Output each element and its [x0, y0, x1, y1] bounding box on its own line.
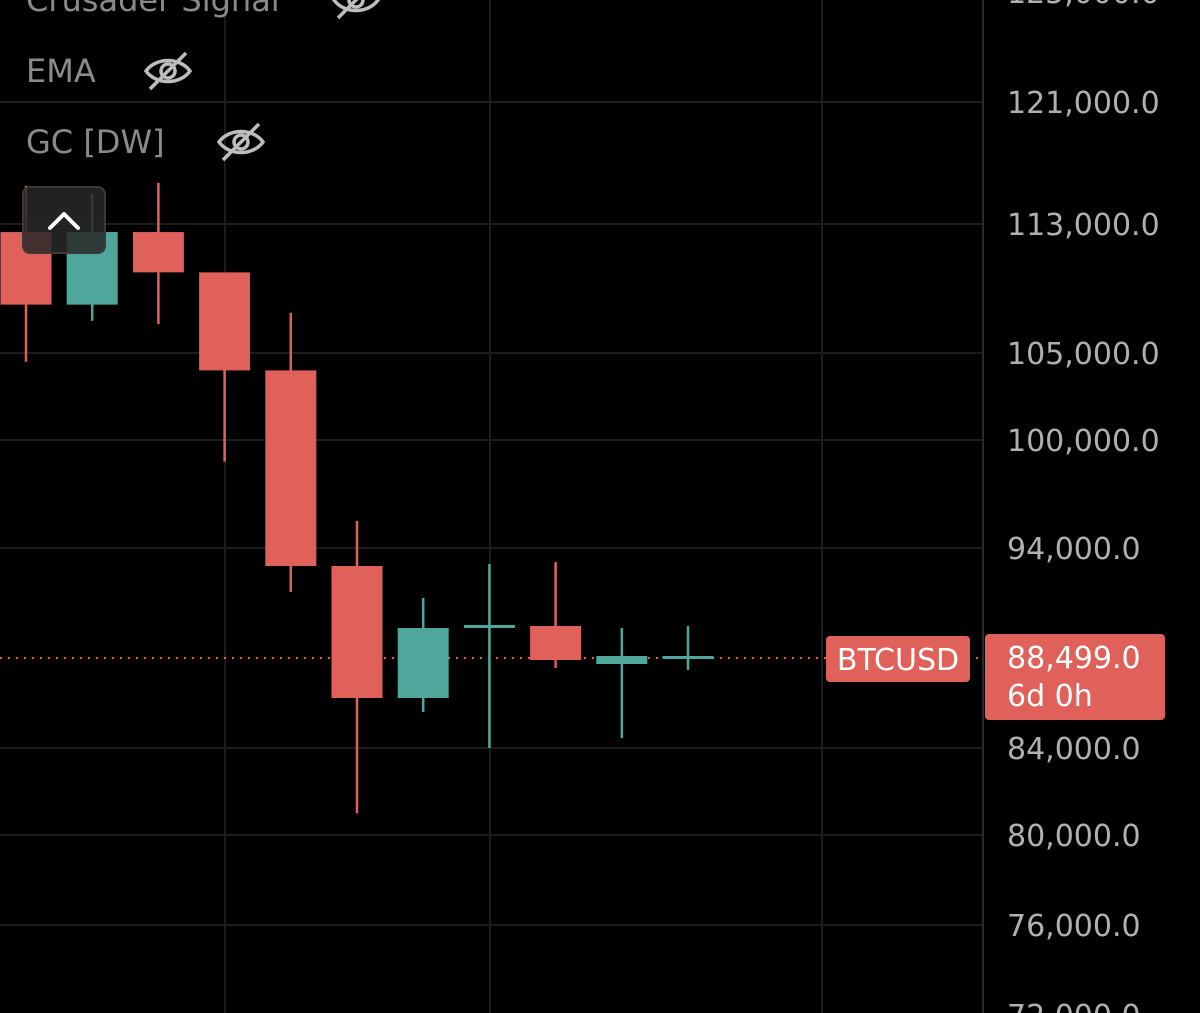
- candle: [662, 626, 714, 670]
- countdown-label: 6d 0h: [1007, 679, 1093, 714]
- candles: [0, 182, 714, 814]
- price-tick-label: 113,000.0: [1007, 208, 1160, 243]
- indicator-ema[interactable]: EMA: [26, 49, 194, 93]
- vertical-gridlines: [224, 0, 823, 1013]
- candle-body: [596, 656, 648, 664]
- candle-body: [397, 628, 449, 698]
- candle-body: [132, 232, 184, 273]
- price-tick-label: 80,000.0: [1007, 819, 1141, 854]
- collapse-indicators-button[interactable]: [22, 186, 106, 254]
- candle: [331, 521, 383, 814]
- price-tag-bg: [985, 634, 1165, 720]
- candle: [397, 598, 449, 712]
- price-tick-label: 72,000.0: [1007, 999, 1141, 1013]
- eye-off-icon[interactable]: [142, 49, 194, 93]
- candle: [530, 562, 582, 668]
- indicator-label: EMA: [26, 52, 96, 90]
- eye-off-icon[interactable]: [330, 0, 382, 22]
- price-tag: 88,499.0 6d 0h: [985, 634, 1165, 720]
- indicator-gc-dw[interactable]: GC [DW]: [26, 120, 267, 164]
- candle: [199, 272, 251, 462]
- price-tick-label: 94,000.0: [1007, 532, 1141, 567]
- symbol-tag-bg: [826, 636, 970, 682]
- price-axis[interactable]: 125,000.0 121,000.0 113,000.0 105,000.0 100,…: [1007, 0, 1160, 1013]
- candle: [463, 564, 515, 748]
- candle-body: [463, 625, 515, 628]
- candle: [265, 312, 317, 592]
- candle: [596, 628, 648, 738]
- price-tick-label: 121,000.0: [1007, 86, 1160, 121]
- indicator-label: GC [DW]: [26, 123, 165, 161]
- price-tick-label: 76,000.0: [1007, 909, 1141, 944]
- candle-body: [662, 656, 714, 659]
- horizontal-gridlines: [0, 101, 983, 926]
- candle-body: [530, 626, 582, 660]
- price-tick-label: 84,000.0: [1007, 732, 1141, 767]
- symbol-tag: BTCUSD: [826, 636, 970, 682]
- symbol-label: BTCUSD: [837, 643, 959, 678]
- eye-off-icon[interactable]: [215, 120, 267, 164]
- indicator-label: Crusader Signal: [26, 0, 280, 19]
- price-tick-label: 105,000.0: [1007, 337, 1160, 372]
- price-tick-label: 125,000.0: [1007, 0, 1160, 11]
- current-price-label: 88,499.0: [1007, 641, 1141, 676]
- candle-body: [199, 272, 251, 371]
- chevron-up-icon: [48, 212, 80, 230]
- indicator-crusader-signal[interactable]: Crusader Signal: [26, 0, 382, 22]
- price-tick-label: 100,000.0: [1007, 424, 1160, 459]
- candle: [0, 185, 52, 362]
- candle-body: [331, 566, 383, 698]
- candle: [132, 182, 184, 324]
- candle-body: [265, 370, 317, 566]
